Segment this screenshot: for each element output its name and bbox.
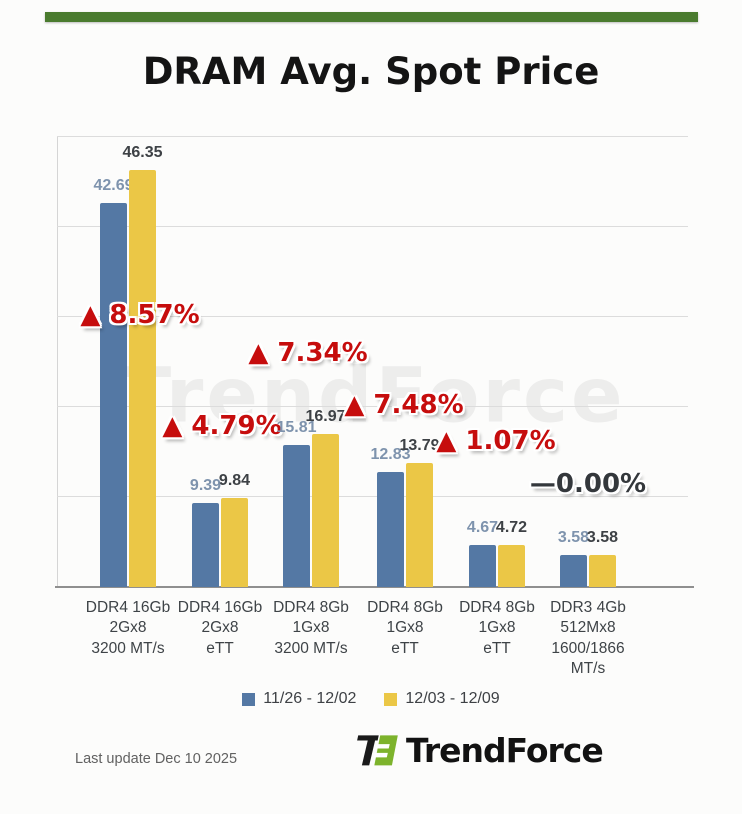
trendforce-logo-text: TrendForce [406, 730, 604, 770]
change-annotation-group4: ▲ 7.48% [344, 390, 464, 420]
bar-series1-group4 [377, 471, 404, 587]
x-axis-label-group3: DDR4 8Gb 1Gx8 3200 MT/s [273, 599, 349, 657]
x-axis-label-group2: DDR4 16Gb 2Gx8 eTT [177, 599, 263, 657]
value-label-series2-group3: 16.97 [305, 408, 346, 426]
bar-series1-group6 [560, 554, 587, 587]
value-label-series1-group5: 4.67 [466, 518, 499, 536]
gridline-50 [57, 136, 688, 137]
plot-area: TrendForce 42.69 46.35 ▲ 8.57% 9.39 9.84 ▲ 4.… [55, 136, 694, 588]
x-axis-label-group5: DDR4 8Gb 1Gx8 eTT [459, 599, 535, 657]
legend-label-series2: 12/03 - 12/09 [405, 690, 500, 707]
top-accent-bar [45, 12, 698, 22]
change-annotation-group2: ▲ 4.79% [162, 411, 282, 441]
legend-item-series1: 11/26 - 12/02 [242, 690, 356, 708]
legend-swatch-series1 [242, 692, 256, 706]
legend-item-series2: 12/03 - 12/09 [384, 690, 500, 708]
bar-series1-group1 [100, 202, 127, 587]
gridline-10 [57, 496, 688, 497]
page-title: DRAM Avg. Spot Price [142, 50, 600, 93]
bar-series1-group3 [283, 444, 310, 587]
value-label-series2-group1: 46.35 [122, 143, 163, 161]
value-label-series2-group4: 13.79 [399, 436, 440, 454]
bar-series1-group2 [192, 502, 219, 587]
legend-label-series1: 11/26 - 12/02 [263, 690, 357, 707]
x-axis-label-group4: DDR4 8Gb 1Gx8 eTT [367, 599, 443, 657]
x-axis-label-group1: DDR4 16Gb 2Gx8 3200 MT/s [85, 599, 171, 657]
bar-series2-group6 [589, 554, 616, 587]
value-label-series1-group1: 42.69 [93, 176, 134, 194]
value-label-series2-group6: 3.58 [586, 528, 619, 546]
bar-series1-group5 [469, 544, 496, 587]
last-update-text: Last update Dec 10 2025 [75, 751, 238, 767]
legend-swatch-series2 [384, 692, 398, 706]
bar-series2-group1 [129, 169, 156, 587]
value-label-series1-group3: 15.81 [276, 418, 317, 436]
y-axis-line [57, 137, 58, 587]
bar-series2-group4 [406, 462, 433, 587]
gridline-40 [57, 226, 688, 227]
value-label-series1-group4: 12.83 [370, 445, 411, 463]
x-axis-labels: DDR4 16Gb 2Gx8 3200 MT/s DDR4 16Gb 2Gx8 e… [57, 598, 688, 690]
trendforce-logo: TrendForce [356, 727, 604, 773]
bar-series2-group2 [221, 498, 248, 587]
x-axis-label-group6: DDR3 4Gb 512Mx8 1600/1866 MT/s [550, 599, 626, 678]
value-label-series2-group5: 4.72 [495, 518, 528, 536]
legend: 11/26 - 12/02 12/03 - 12/09 [0, 690, 742, 708]
value-label-series2-group2: 9.84 [218, 472, 251, 490]
change-annotation-group1: ▲ 8.57% [80, 300, 200, 330]
gridline-30 [57, 316, 688, 317]
bar-series2-group3 [312, 434, 339, 587]
value-label-series1-group6: 3.58 [557, 528, 590, 546]
change-annotation-group6: —0.00% [529, 469, 647, 499]
gridline-20 [57, 406, 688, 407]
bar-series2-group5 [498, 544, 525, 587]
trendforce-logo-icon [357, 735, 398, 766]
change-annotation-group3: ▲ 7.34% [248, 338, 368, 368]
x-axis-line [55, 586, 694, 588]
change-annotation-group5: ▲ 1.07% [436, 426, 556, 456]
value-label-series1-group2: 9.39 [189, 476, 222, 494]
